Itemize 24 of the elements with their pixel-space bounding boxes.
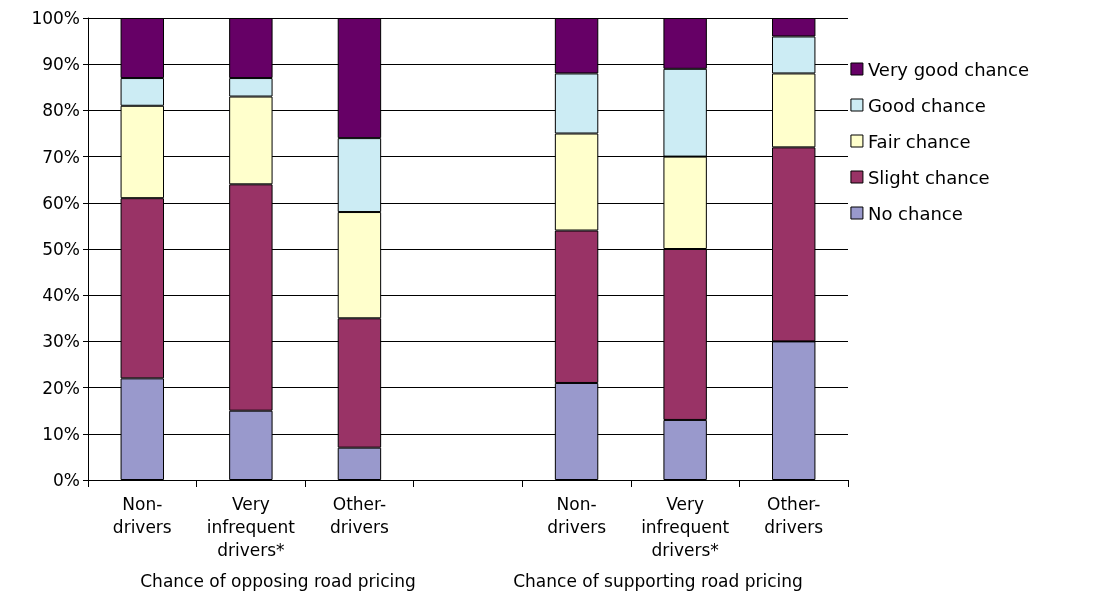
y-tick-label: 100% <box>31 8 80 28</box>
x-tick-label: Other-drivers <box>329 493 389 537</box>
legend-label: Fair chance <box>867 130 971 152</box>
x-tick-label: Non-drivers <box>547 493 607 537</box>
text: Chance of opposing road pricing <box>140 571 416 591</box>
legend-label: Good chance <box>867 94 986 116</box>
y-tick-label: 60% <box>42 192 80 213</box>
text: Chance of supporting road pricing <box>513 571 803 591</box>
legend-label: Very good chance <box>867 58 1029 80</box>
y-tick-label: 20% <box>42 377 80 398</box>
y-tick-label: 40% <box>42 285 80 306</box>
y-tick-label: 50% <box>42 239 80 259</box>
y-tick-label: 80% <box>42 100 80 121</box>
y-tick-label: 70% <box>42 146 80 167</box>
x-tick-label: Other-drivers <box>764 493 824 537</box>
x-tick-label: Non-drivers <box>112 493 172 537</box>
y-tick-label: 10% <box>42 423 80 444</box>
legend-label: No chance <box>867 202 963 224</box>
y-tick-label: 90% <box>42 54 80 75</box>
legend-label: Slight chance <box>867 166 990 188</box>
x-tick-label: Very infrequent drivers* <box>206 493 296 560</box>
y-tick-label: 0% <box>53 470 80 490</box>
x-tick-label: Very infrequent drivers* <box>641 493 730 560</box>
y-tick-label: 30% <box>42 331 80 352</box>
